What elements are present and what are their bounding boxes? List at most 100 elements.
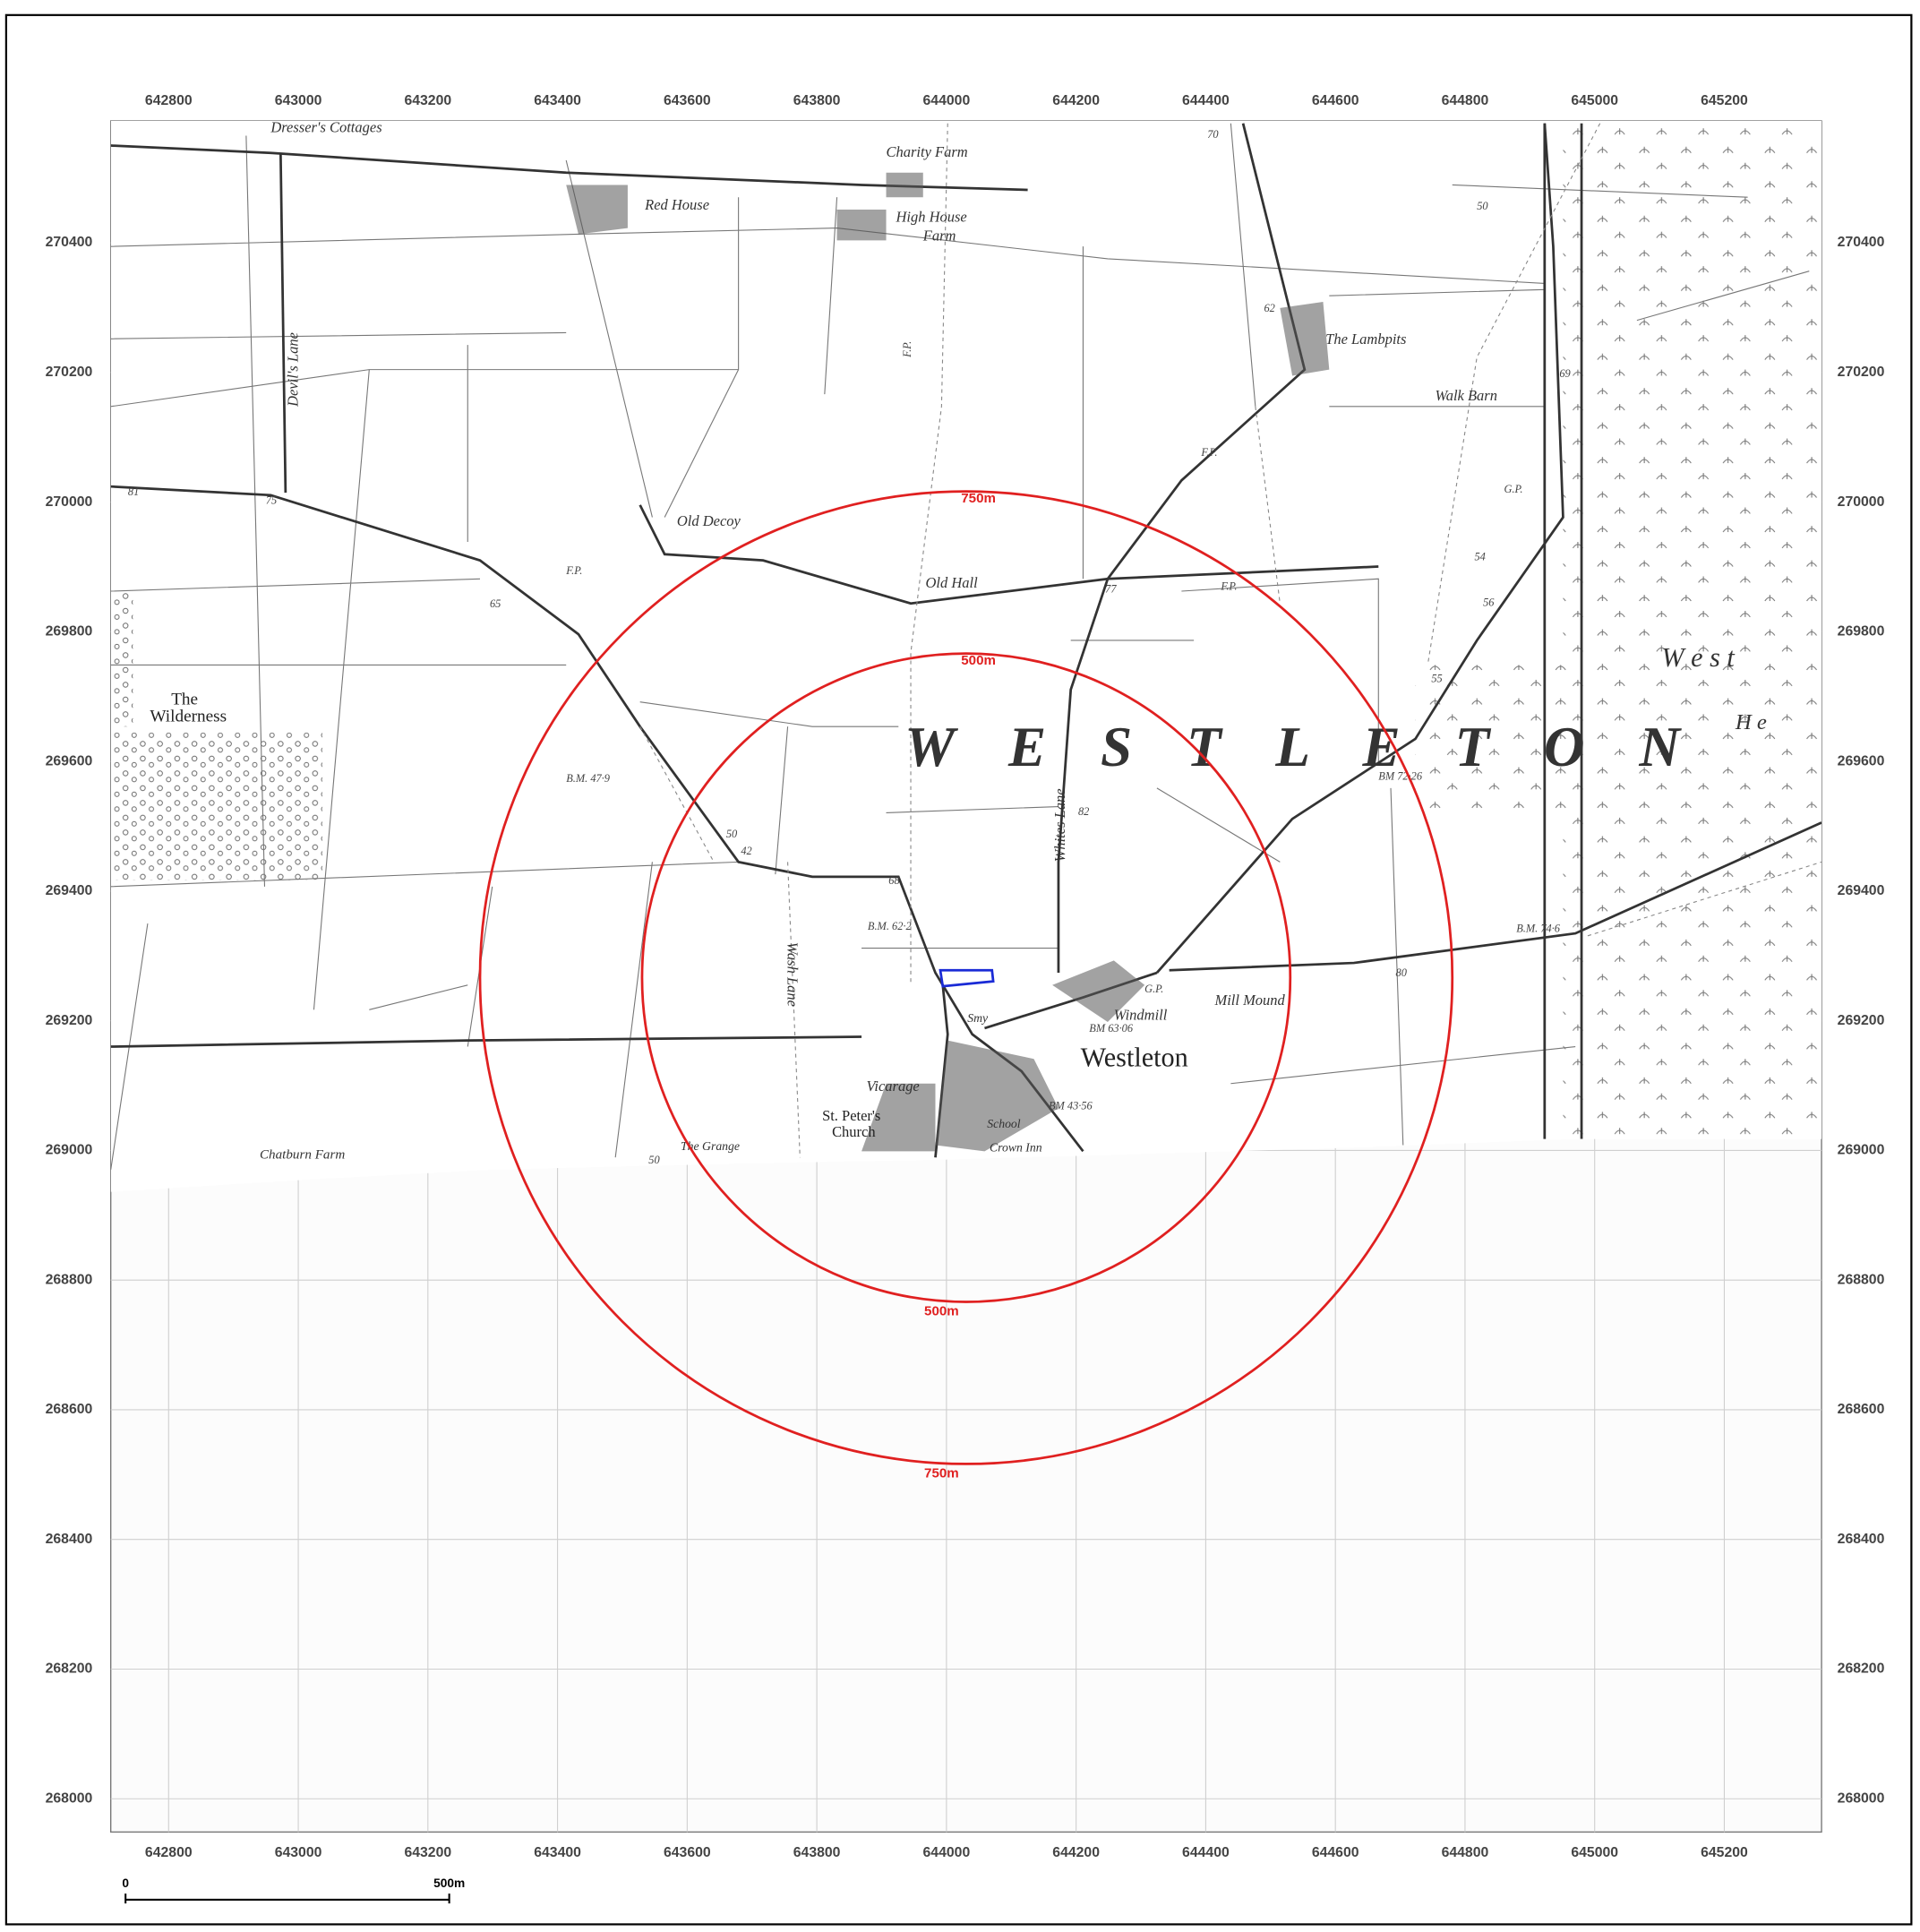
place-label: Walk Barn [1436,387,1497,404]
northing-label: 269200 [46,1013,93,1028]
northing-label: 268000 [1838,1790,1885,1806]
woodland [113,733,323,880]
page-frame [4,13,1913,1926]
place-label: 56 [1483,596,1495,608]
place-label: The Grange [681,1139,740,1153]
map-paper [110,121,1822,1192]
northing-label: 269200 [1838,1013,1885,1028]
place-label: 70 [1207,128,1219,141]
northing-label: 269800 [1838,624,1885,640]
scale-bar: 0 500m [122,1876,465,1904]
place-label: The [171,690,198,708]
place-label: BM 72·26 [1378,769,1423,782]
place-label: W e s t [1661,642,1735,673]
easting-label: 643400 [534,1845,581,1860]
place-label: 75 [266,494,277,506]
easting-label: 644000 [923,93,971,108]
northing-label: 270400 [1838,235,1885,250]
easting-label: 643400 [534,93,581,108]
easting-label: 643600 [664,1845,711,1860]
place-label: 65 [490,597,501,610]
easting-label: 645200 [1701,1845,1748,1860]
northing-label: 268800 [1838,1272,1885,1287]
place-label: F.P. [1200,446,1217,459]
place-label: Wash Lane [784,942,801,1007]
place-label: F.P. [1220,580,1237,593]
northing-label: 269400 [1838,883,1885,898]
place-label: Dresser's Cottages [270,118,381,135]
northing-label: 270000 [46,494,93,510]
ring-label: 750m [961,491,996,506]
place-label: Old Decoy [677,512,741,529]
scale-bar-label: 0 [122,1876,129,1890]
place-label: The Lambpits [1325,331,1406,348]
place-label: 69 [1559,367,1570,380]
place-label: 50 [648,1154,660,1166]
northing-label: 270200 [46,365,93,380]
place-label: Charity Farm [887,143,968,160]
easting-label: 644400 [1182,93,1230,108]
historic-map [110,121,1822,1192]
northing-label: 270200 [1838,365,1885,380]
place-label: BM 63·06 [1089,1022,1134,1035]
roads [110,123,1822,1158]
northing-label: 269000 [46,1143,93,1158]
northing-label: 269600 [46,753,93,769]
scale-bar-label: 500m [433,1876,465,1890]
place-label: F.P. [565,564,582,577]
easting-label: 643800 [793,1845,841,1860]
easting-label: 645000 [1571,93,1618,108]
ring-label: 750m [924,1465,959,1481]
place-label: Old Hall [926,574,979,591]
easting-label: 644200 [1052,93,1100,108]
easting-label: 643000 [275,1845,322,1860]
easting-label: 642800 [145,1845,193,1860]
easting-label: 644800 [1442,93,1489,108]
easting-label: 644400 [1182,1845,1230,1860]
place-label: Vicarage [867,1078,920,1095]
place-label: B.M. 62·2 [868,920,912,932]
northing-label: 268400 [46,1532,93,1547]
place-label: Chatburn Farm [260,1148,345,1163]
place-label: Westleton [1081,1043,1188,1073]
place-label: 77 [1105,582,1117,595]
place-label: 80 [1396,966,1408,979]
easting-label: 643000 [275,93,322,108]
northing-label: 268200 [1838,1662,1885,1677]
scale-bar-line [124,1893,450,1904]
place-label: BM 43·56 [1049,1100,1093,1112]
easting-label: 644600 [1312,93,1359,108]
place-label: Wilderness [150,708,227,726]
place-label: B.M. 74·6 [1516,923,1561,935]
place-label: 42 [741,845,751,857]
northing-label: 269000 [1838,1143,1885,1158]
northing-label: 268400 [1838,1532,1885,1547]
place-label: G.P. [1144,983,1163,995]
buffer-ring [640,652,1292,1303]
easting-label: 644200 [1052,1845,1100,1860]
place-label: 68 [888,874,900,887]
northing-label: 268000 [46,1790,93,1806]
northing-label: 269800 [46,624,93,640]
woodland [113,591,133,727]
place-label: St. Peter's [822,1107,880,1124]
easting-label: 643800 [793,93,841,108]
northing-label: 269600 [1838,753,1885,769]
place-label: School [987,1117,1021,1130]
place-label: Windmill [1114,1006,1168,1023]
place-label: Church [832,1123,876,1140]
place-label: 81 [128,485,139,498]
northing-label: 268600 [1838,1402,1885,1417]
ring-label: 500m [924,1303,959,1318]
easting-label: 643200 [404,1845,451,1860]
heath [1563,123,1822,1139]
place-label: G.P. [1504,483,1522,495]
easting-label: 645200 [1701,93,1748,108]
place-label: Red House [644,196,709,213]
place-label: Crown Inn [990,1140,1042,1154]
buffer-rings: 750m 750m 500m 500m [478,490,1454,1481]
place-labels: Dresser's Cottages Charity Farm Red Hous… [128,118,1767,1166]
place-label: W E S T L E T O N [904,716,1682,778]
northing-label: 269400 [46,883,93,898]
